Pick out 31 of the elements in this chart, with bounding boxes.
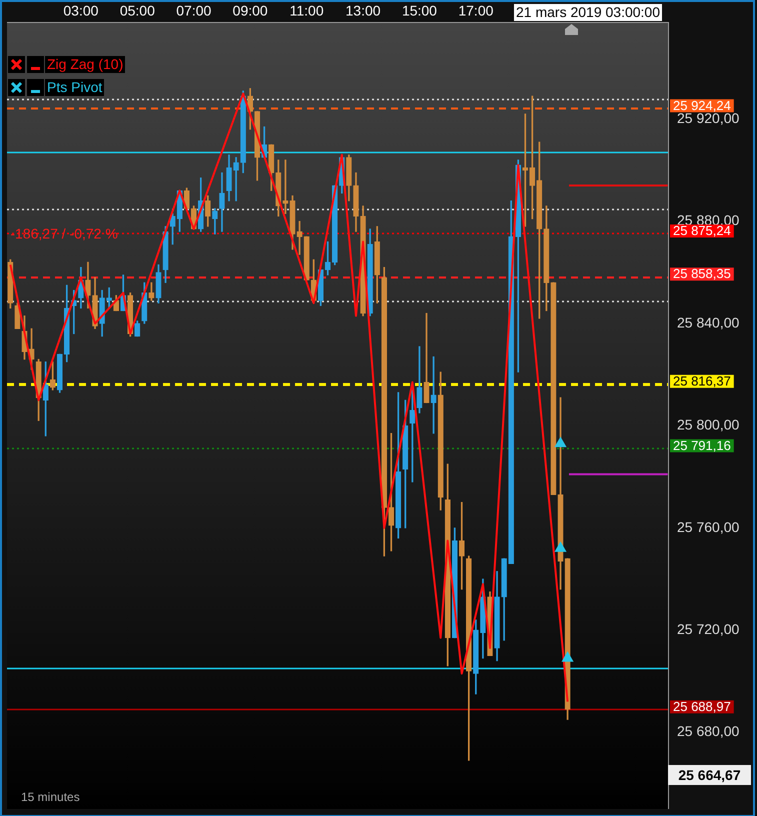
point	[554, 542, 566, 552]
x-tick-label: 09:00	[232, 2, 268, 18]
x-tick-label: 13:00	[346, 2, 381, 18]
x-tick-label: 03:00	[63, 2, 99, 18]
candlestick	[430, 356, 436, 434]
x-tick-label: 07:00	[176, 2, 212, 18]
point	[562, 652, 574, 662]
x-tick-label: 17:00	[458, 2, 494, 18]
legend-label: Zig Zag (10)	[45, 56, 126, 72]
x-tick-label: 05:00	[120, 2, 156, 18]
y-tick-label: 25 760,00	[677, 518, 740, 535]
x-tick-label: 11:00	[290, 2, 324, 18]
y-tick-label: 25 720,00	[677, 620, 740, 637]
annotation: -186,27 / -0,72 %	[10, 225, 118, 242]
point	[554, 437, 566, 448]
ref-line-label: 25 791,16	[673, 438, 731, 453]
legend-label: Pts Pivot	[45, 78, 104, 96]
candlestick	[233, 157, 239, 202]
y-tick-label: 25 840,00	[677, 314, 740, 330]
text: 25 664,67	[668, 765, 751, 785]
text: 21 mars 2019 03:00:00	[514, 4, 662, 21]
y-tick-label: 25 800,00	[677, 416, 740, 433]
candlestick	[296, 220, 302, 255]
ref-line-label: 25 816,37	[673, 373, 731, 388]
y-tick-label: 25 680,00	[677, 723, 740, 740]
ref-line-label: 25 688,97	[673, 699, 731, 714]
ref-line-label: 25 858,35	[673, 266, 731, 282]
annotation: 15 minutes	[21, 790, 80, 804]
candlestick	[424, 312, 430, 404]
ref-line-label: 25 924,24	[673, 98, 731, 113]
x-tick-label: 15:00	[402, 2, 438, 18]
